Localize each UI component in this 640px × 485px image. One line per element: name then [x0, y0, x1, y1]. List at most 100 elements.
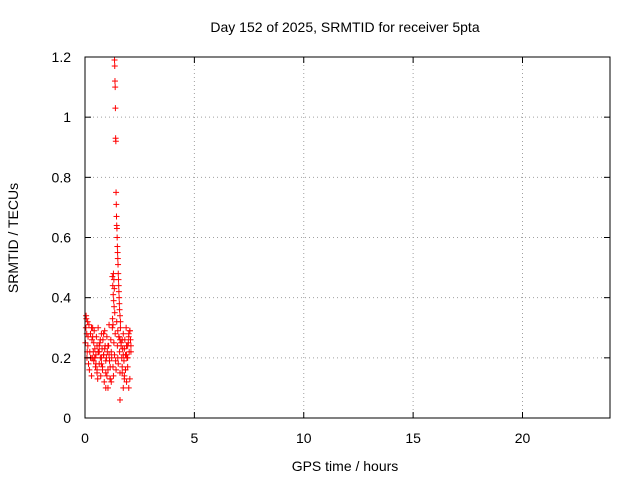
grid-lines — [85, 57, 610, 418]
data-point — [85, 321, 92, 328]
data-point — [125, 384, 132, 391]
data-point — [115, 333, 122, 340]
data-point — [115, 282, 122, 289]
data-point — [101, 327, 108, 334]
data-point — [119, 369, 126, 376]
data-point — [124, 342, 131, 349]
data-point — [110, 297, 117, 304]
data-point — [125, 339, 132, 346]
data-point — [99, 366, 106, 373]
data-point — [103, 372, 110, 379]
data-point — [115, 360, 122, 367]
data-point — [107, 336, 114, 343]
data-point — [115, 288, 122, 295]
data-point — [122, 366, 129, 373]
data-point — [110, 339, 117, 346]
data-point — [91, 327, 98, 334]
data-point — [111, 57, 118, 64]
data-point — [84, 342, 91, 349]
data-point — [106, 351, 113, 358]
data-point — [89, 336, 95, 343]
tick-labels: 0 5 10 15 20 0 0.2 0.4 0.6 0.8 1 1.2 — [52, 49, 531, 446]
data-point — [119, 363, 126, 370]
data-point — [104, 366, 111, 373]
data-point — [116, 306, 123, 313]
data-point — [96, 348, 103, 355]
data-point — [113, 225, 120, 232]
data-point — [123, 324, 130, 331]
data-point — [120, 357, 127, 364]
data-point — [98, 354, 105, 361]
data-point — [114, 243, 121, 250]
data-point — [111, 309, 118, 316]
data-point — [96, 342, 103, 349]
data-point — [107, 375, 114, 382]
data-point — [109, 315, 116, 322]
data-point — [103, 354, 110, 361]
data-point — [97, 372, 104, 379]
data-point — [90, 357, 97, 364]
data-point — [124, 363, 131, 370]
data-points — [82, 57, 134, 403]
data-point — [126, 375, 133, 382]
x-tick-label: 20 — [515, 430, 531, 446]
y-axis-label: SRMTID / TECUs — [5, 183, 21, 293]
data-point — [114, 327, 121, 334]
data-point — [109, 324, 116, 331]
data-point — [121, 375, 128, 382]
data-point — [124, 354, 131, 361]
data-point — [116, 348, 123, 355]
data-point — [116, 300, 123, 307]
data-point — [108, 348, 115, 355]
data-point — [86, 366, 93, 373]
chart-title: Day 152 of 2025, SRMTID for receiver 5pt… — [210, 19, 479, 35]
data-point — [127, 348, 134, 355]
data-point — [121, 345, 128, 352]
data-point — [111, 63, 118, 70]
data-point — [102, 369, 109, 376]
data-point — [84, 318, 91, 325]
data-point — [101, 345, 108, 352]
y-tick-label: 0.6 — [52, 230, 72, 246]
x-axis-label: GPS time / hours — [292, 458, 399, 474]
y-tick-label: 0 — [63, 410, 71, 426]
data-point — [112, 330, 119, 337]
data-point — [110, 291, 117, 298]
data-point — [116, 294, 123, 301]
data-point — [91, 354, 98, 361]
data-point — [120, 330, 127, 337]
data-point — [108, 378, 115, 385]
data-point — [92, 360, 99, 367]
data-point — [109, 282, 116, 289]
data-point — [113, 201, 120, 208]
data-point — [90, 339, 97, 346]
y-tick-label: 0.2 — [52, 350, 72, 366]
data-point — [83, 312, 90, 319]
data-point — [111, 285, 118, 292]
data-point — [120, 384, 127, 391]
data-point — [118, 354, 125, 361]
data-point — [88, 372, 95, 379]
y-tick-label: 0.4 — [52, 290, 72, 306]
data-point — [110, 270, 117, 277]
data-point — [97, 336, 104, 343]
data-point — [118, 342, 125, 349]
data-point — [95, 324, 102, 331]
data-point — [126, 327, 133, 334]
y-tick-label: 1.2 — [52, 49, 72, 65]
x-tick-label: 0 — [81, 430, 89, 446]
data-point — [109, 273, 116, 280]
data-point — [125, 333, 132, 340]
data-point — [103, 333, 110, 340]
data-point — [94, 369, 101, 376]
data-point — [107, 363, 114, 370]
x-tick-label: 15 — [405, 430, 421, 446]
data-point — [108, 354, 115, 361]
x-tick-label: 10 — [296, 430, 312, 446]
data-point — [89, 333, 96, 340]
data-point — [94, 375, 101, 382]
data-point — [113, 366, 120, 373]
data-point — [104, 384, 111, 391]
data-point — [98, 360, 105, 367]
